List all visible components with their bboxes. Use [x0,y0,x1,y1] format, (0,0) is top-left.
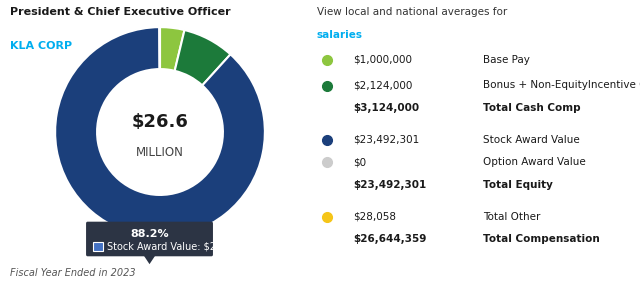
Text: $23,492,301: $23,492,301 [353,135,419,145]
Text: salaries: salaries [317,30,363,40]
Text: Bonus + Non-EquityIncentive Comp: Bonus + Non-EquityIncentive Comp [483,80,640,91]
Text: View local and national averages for: View local and national averages for [317,7,507,17]
Text: Stock Award Value: Stock Award Value [483,135,580,145]
Text: $23,492,301: $23,492,301 [353,180,426,190]
Text: Option Award Value: Option Award Value [483,157,586,168]
Text: Total Equity: Total Equity [483,180,553,190]
Text: $2,124,000: $2,124,000 [353,80,412,91]
Wedge shape [159,27,160,69]
Text: KLA CORP: KLA CORP [10,41,72,51]
Text: $0: $0 [353,157,366,168]
Text: $1,000,000: $1,000,000 [353,55,412,65]
Text: $26,644,359: $26,644,359 [353,234,426,245]
Text: MILLION: MILLION [136,146,184,160]
Text: Stock Award Value: $23,492,301: Stock Award Value: $23,492,301 [106,241,265,251]
Text: $3,124,000: $3,124,000 [353,103,419,113]
Wedge shape [175,30,230,86]
Text: Total Other: Total Other [483,211,541,222]
Bar [93,242,103,251]
Text: 88.2%: 88.2% [130,229,169,239]
Text: Fiscal Year Ended in 2023: Fiscal Year Ended in 2023 [10,268,135,278]
Text: Base Pay: Base Pay [483,55,530,65]
Wedge shape [160,27,184,71]
FancyBboxPatch shape [86,222,213,256]
Text: Total Compensation: Total Compensation [483,234,600,245]
Wedge shape [55,27,265,237]
Polygon shape [143,255,156,264]
Text: President & Chief Executive Officer: President & Chief Executive Officer [10,7,230,17]
Text: $28,058: $28,058 [353,211,396,222]
Text: $26.6: $26.6 [132,113,188,131]
Text: Total Cash Comp: Total Cash Comp [483,103,581,113]
